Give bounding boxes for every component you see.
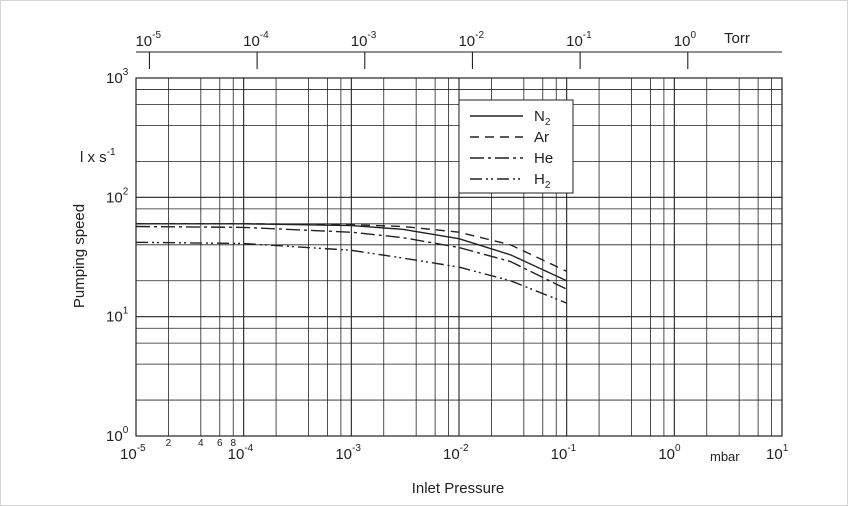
y-tick-label: 103 bbox=[106, 67, 129, 87]
x-tick-label: 10-3 bbox=[335, 443, 361, 463]
top-tick-label: 10-3 bbox=[351, 30, 377, 50]
top-tick-label: 100 bbox=[674, 30, 697, 50]
legend-label: H2 bbox=[534, 171, 551, 191]
x-axis-label: Inlet Pressure bbox=[412, 480, 505, 497]
top-tick-label: 10-5 bbox=[135, 30, 161, 50]
x-tick-label: 100 bbox=[658, 443, 681, 463]
series-line-he bbox=[135, 225, 568, 290]
x-tick-label: 10-4 bbox=[228, 443, 254, 463]
top-tick-label: 10-2 bbox=[458, 30, 484, 50]
y-axis-label: Pumping speed bbox=[71, 204, 88, 308]
legend-label: N2 bbox=[534, 108, 551, 128]
x-unit-label: mbar bbox=[710, 449, 740, 464]
x-tick-label: 10-2 bbox=[443, 443, 469, 463]
legend-label: He bbox=[534, 150, 553, 167]
x-tick-label: 101 bbox=[766, 443, 789, 463]
top-tick-label: 10-4 bbox=[243, 30, 269, 50]
x-tick-label: 10-1 bbox=[551, 443, 577, 463]
legend-label: Ar bbox=[534, 129, 549, 146]
y-unit-label: l x s-1 bbox=[80, 147, 116, 166]
tick-labels: 10-5 10-4 10-3 10-2 10-1 100 101 2 4 6 8 100 101 102 1… bbox=[106, 67, 789, 463]
x-tick-label: 10-5 bbox=[120, 443, 146, 463]
x-minor-tick-label: 8 bbox=[230, 438, 236, 449]
y-tick-label: 100 bbox=[106, 425, 129, 445]
top-axis: 10-5 10-4 10-3 10-2 10-1 100 bbox=[135, 30, 782, 69]
top-tick-label: 10-1 bbox=[566, 30, 592, 50]
series-lines bbox=[135, 223, 568, 304]
y-tick-label: 102 bbox=[106, 186, 129, 206]
series-line-ar bbox=[136, 223, 567, 272]
x-minor-tick-label: 6 bbox=[217, 438, 223, 449]
x-minor-tick-label: 2 bbox=[166, 438, 172, 449]
top-unit-label: Torr bbox=[724, 30, 750, 47]
y-tick-label: 101 bbox=[106, 306, 129, 326]
x-minor-tick-label: 4 bbox=[198, 438, 204, 449]
